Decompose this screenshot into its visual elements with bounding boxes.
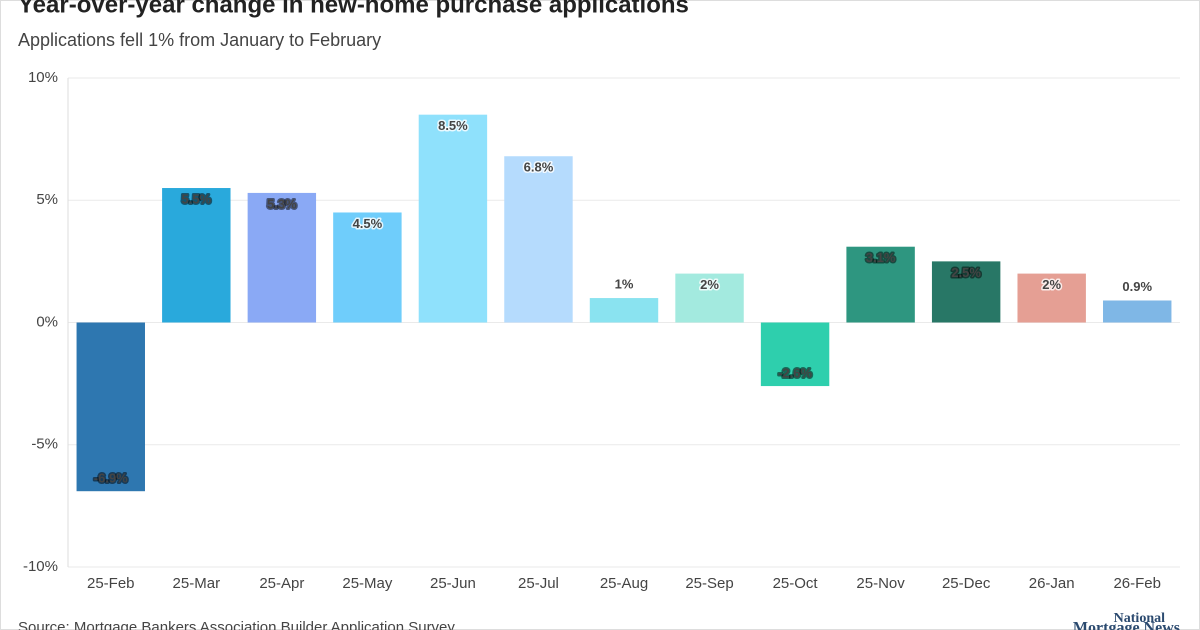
x-tick-label: 25-Feb — [87, 575, 135, 592]
x-tick-label: 25-Jun — [430, 575, 476, 592]
chart-subtitle: Applications fell 1% from January to Feb… — [18, 30, 381, 50]
bar — [589, 298, 659, 323]
x-tick-label: 25-Oct — [773, 575, 819, 592]
value-label: 2% — [700, 277, 719, 292]
chart-title: Year-over-year change in new-home purcha… — [18, 0, 689, 18]
value-label: 5.3% — [267, 196, 297, 211]
bar — [846, 246, 915, 323]
value-label: -2.6% — [778, 366, 812, 381]
y-tick-label: 0% — [36, 313, 58, 330]
y-tick-label: 10% — [28, 69, 58, 86]
value-label: -6.9% — [94, 471, 128, 486]
x-tick-label: 25-Sep — [685, 575, 733, 592]
y-tick-label: -10% — [23, 558, 58, 575]
x-tick-label: 25-Aug — [600, 575, 648, 592]
value-label: 2% — [1042, 277, 1061, 292]
bar — [504, 156, 573, 323]
bar — [675, 273, 744, 323]
value-label: 4.5% — [353, 216, 383, 231]
logo: National — [1114, 611, 1165, 626]
value-label: 3.1% — [866, 250, 896, 265]
value-label: 2.5% — [951, 265, 981, 280]
bar — [418, 114, 488, 323]
value-label: 1% — [615, 276, 634, 291]
x-tick-label: 25-Dec — [942, 575, 991, 592]
bar — [931, 261, 1001, 323]
x-tick-label: 25-May — [342, 575, 393, 592]
bar — [760, 322, 830, 387]
value-label: 5.5% — [181, 191, 211, 206]
bar — [76, 322, 145, 492]
bar — [1017, 273, 1086, 323]
x-tick-label: 25-Nov — [856, 575, 905, 592]
y-tick-label: 5% — [36, 191, 58, 208]
bar — [1103, 300, 1172, 323]
bar — [162, 188, 231, 323]
value-label: 0.9% — [1122, 279, 1152, 294]
x-tick-label: 26-Feb — [1113, 575, 1161, 592]
value-label: 6.8% — [524, 160, 554, 175]
x-tick-label: 26-Jan — [1029, 575, 1075, 592]
x-tick-label: 25-Mar — [173, 575, 221, 592]
source: Source: Mortgage Bankers Association Bui… — [18, 619, 455, 630]
x-tick-label: 25-Jul — [518, 575, 559, 592]
logo: Mortgage News — [1073, 620, 1180, 630]
value-label: 8.5% — [438, 118, 468, 133]
y-tick-label: -5% — [31, 436, 58, 453]
x-tick-label: 25-Apr — [259, 575, 304, 592]
bar — [333, 212, 402, 323]
bar — [247, 192, 317, 323]
